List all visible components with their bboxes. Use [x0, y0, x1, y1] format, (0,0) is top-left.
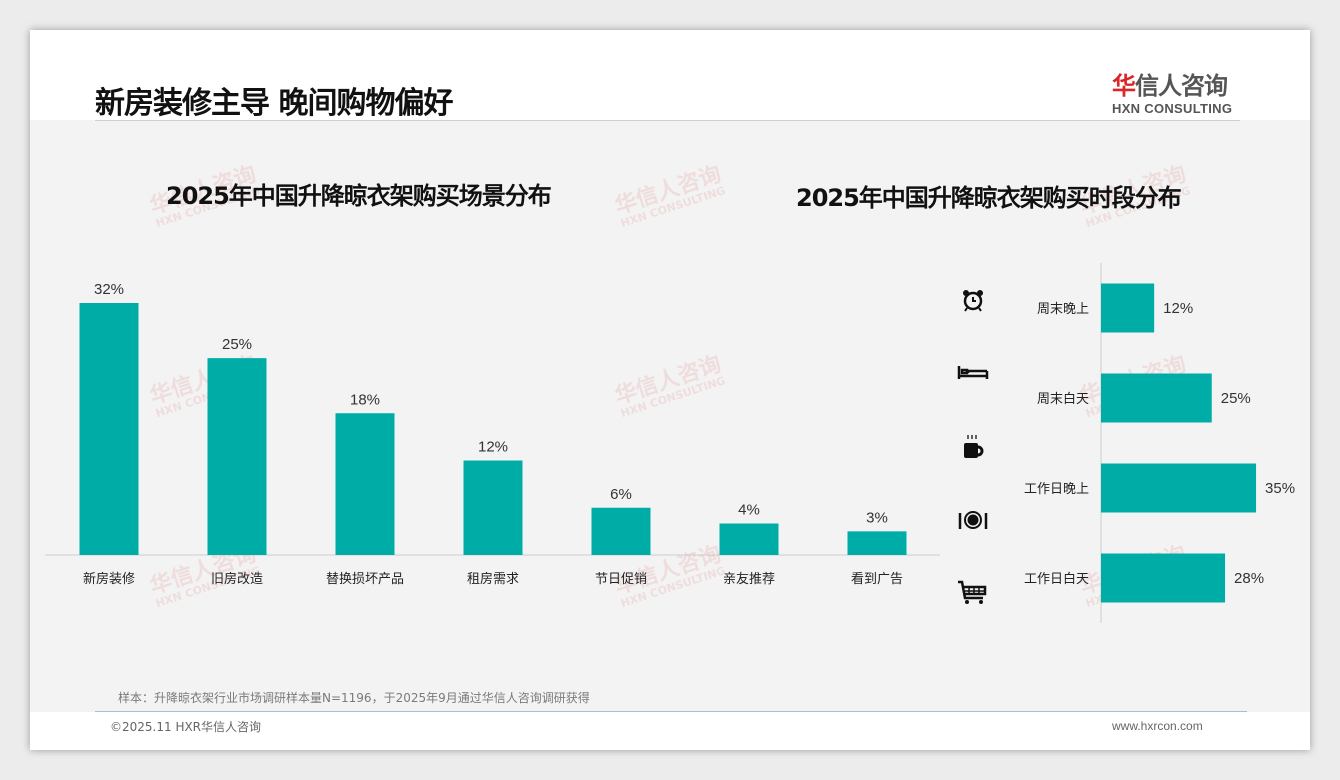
category-label: 亲友推荐: [723, 571, 775, 586]
category-label: 租房需求: [467, 571, 519, 586]
data-label: 12%: [478, 439, 508, 456]
dining-plate-icon: [958, 511, 988, 529]
bar: [719, 523, 779, 555]
data-label: 6%: [610, 486, 632, 503]
bar: [1101, 283, 1155, 333]
data-label: 28%: [1234, 570, 1264, 587]
data-label: 4%: [738, 502, 760, 519]
category-label: 节日促销: [595, 571, 647, 586]
copyright: ©2025.11 HXR华信人咨询: [110, 720, 262, 734]
category-label: 旧房改造: [211, 571, 263, 586]
data-label: 3%: [866, 509, 888, 526]
logo: 华信人咨询 HXN CONSULTING: [1112, 66, 1242, 116]
scene-bar-chart: 32% 新房装修 25% 旧房改造 18% 替换损坏产品 12% 租房需求 6% 节日促销 4% 亲友…: [45, 281, 940, 586]
title-divider: [95, 120, 1240, 121]
data-label: 25%: [222, 336, 252, 353]
time-bar-chart: 12% 周末晚上 25% 周末白天 35% 工作日晚上 28% 工作日白天: [957, 263, 1295, 623]
data-label: 32%: [94, 281, 124, 298]
data-label: 12%: [1163, 300, 1193, 317]
time-chart-title: 2025年中国升降晾衣架购买时段分布: [796, 184, 1182, 212]
data-label: 25%: [1221, 390, 1251, 407]
bar: [79, 303, 139, 555]
alarm-clock-icon: [963, 290, 983, 312]
category-label: 周末白天: [1037, 391, 1089, 406]
bar: [1101, 463, 1257, 513]
coffee-cup-icon: [964, 435, 984, 458]
data-label: 35%: [1265, 480, 1295, 497]
bar: [207, 358, 267, 555]
logo-cn-text: 信人咨询: [1135, 72, 1228, 100]
logo-red-char: 华: [1112, 72, 1136, 100]
scene-chart-title: 2025年中国升降晾衣架购买场景分布: [166, 182, 552, 210]
bar: [847, 531, 907, 555]
category-label: 替换损坏产品: [326, 571, 404, 586]
bar: [1101, 553, 1226, 603]
category-label: 新房装修: [83, 571, 135, 586]
sample-note: 样本：升降晾衣架行业市场调研样本量N=1196，于2025年9月通过华信人咨询调…: [118, 691, 590, 705]
logo-en-text: HXN CONSULTING: [1112, 101, 1233, 116]
category-label: 工作日白天: [1024, 571, 1089, 586]
bar: [463, 460, 523, 555]
data-label: 18%: [350, 391, 380, 408]
category-label: 看到广告: [851, 571, 903, 586]
category-label: 周末晚上: [1037, 301, 1089, 316]
page-title: 新房装修主导 晚间购物偏好: [95, 86, 453, 121]
category-label: 工作日晚上: [1024, 481, 1089, 496]
bar: [591, 507, 651, 555]
footer-divider: [95, 711, 1247, 712]
bar: [1101, 373, 1212, 423]
shopping-cart-icon: [958, 580, 987, 604]
bar: [335, 413, 395, 555]
bed-icon: [957, 366, 989, 379]
website: www.hxrcon.com: [1112, 719, 1203, 733]
